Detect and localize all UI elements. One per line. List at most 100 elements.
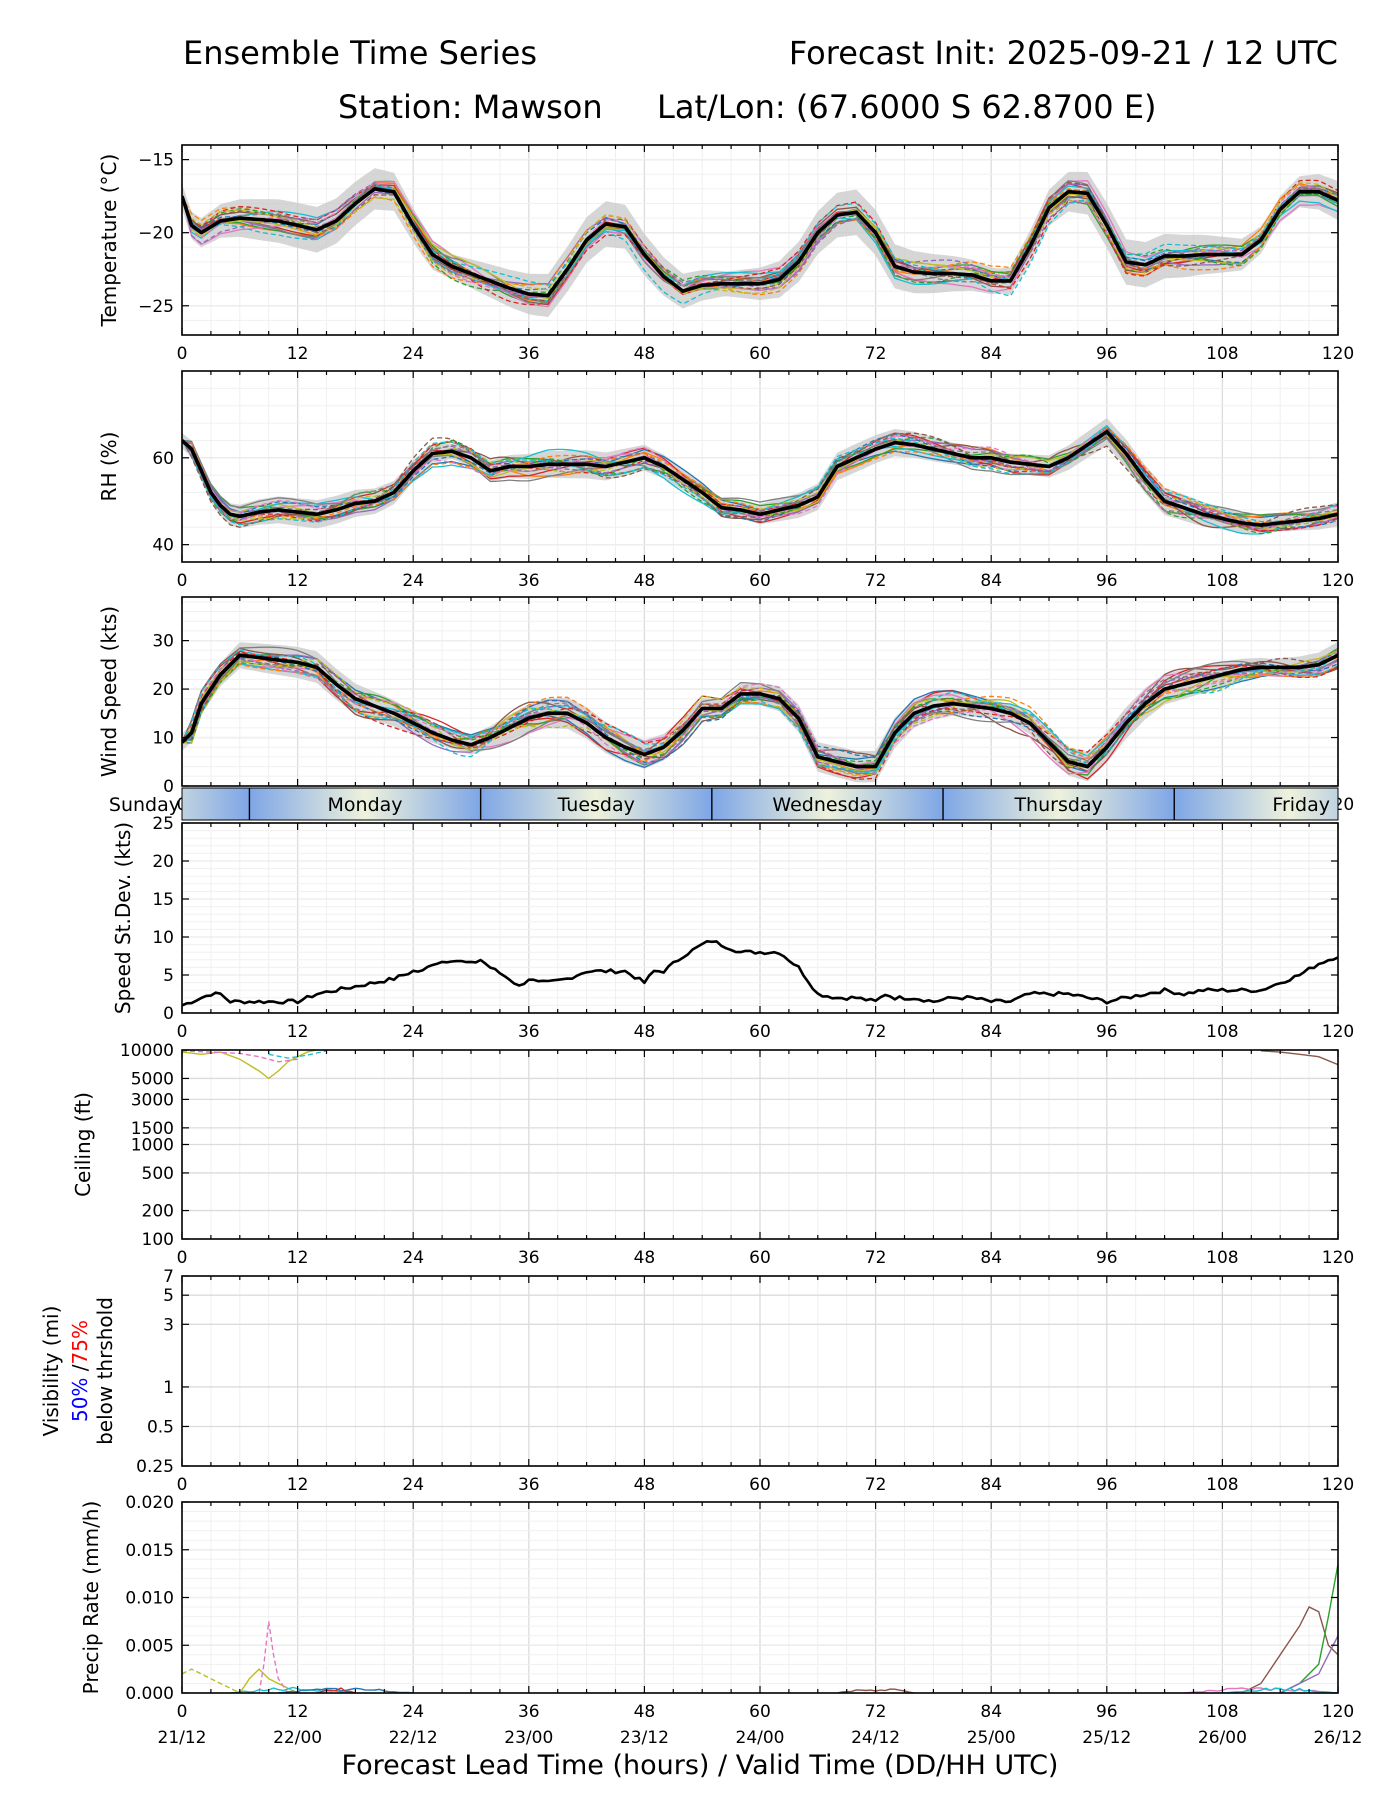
y-tick-label: 10: [152, 729, 174, 749]
day-label: Thursday: [1013, 794, 1102, 816]
vis-50-label: 50%: [68, 1378, 92, 1422]
x-tick-label: 120: [1322, 1475, 1354, 1495]
x-tick-label: 36: [518, 1702, 540, 1722]
precip-member-line: [1241, 1606, 1338, 1693]
x-tick-label: 72: [865, 1248, 887, 1268]
x-tick-label: 48: [634, 1475, 656, 1495]
ensemble-member-line: [182, 651, 1338, 766]
y-tick-label: 40: [152, 536, 174, 556]
ceiling-member-line: [182, 1050, 318, 1080]
y-axis-label: Ceiling (ft): [71, 1092, 95, 1197]
x-tick-label: 48: [634, 1248, 656, 1268]
panel-speed-stdev: 0 12 24 36 48 60 72 84 96 108 120 0 5 10 15 20 25 Speed S…: [111, 814, 1354, 1042]
x-tick-label: 96: [1096, 1022, 1118, 1042]
x-tick-label: 120: [1322, 1022, 1354, 1042]
day-strip: Sunday Monday Tuesday Wednesday Thursday Frid…: [109, 787, 1339, 821]
ensemble-member-line: [182, 182, 1338, 297]
y-tick-label: 1500: [131, 1119, 174, 1139]
day-segment: [480, 788, 712, 820]
day-label: Monday: [328, 794, 403, 816]
x-tick-label: 24: [402, 344, 424, 364]
forecast-init: Forecast Init: 2025-09-21 / 12 UTC: [788, 34, 1338, 72]
x-tick-label: 24: [402, 571, 424, 591]
ensemble-member-line: [182, 181, 1338, 302]
series-wind: [182, 641, 1338, 783]
x-tick-label: 72: [865, 1475, 887, 1495]
x-tick-label: 72: [865, 1022, 887, 1042]
day-segments: [182, 788, 1338, 820]
y-tick-label: 1: [163, 1378, 174, 1398]
y-tick-label: −20: [138, 224, 174, 244]
ceiling-member-line: [268, 1050, 327, 1059]
x-tick-label: 84: [980, 571, 1002, 591]
y-tick-label: 0.25: [136, 1457, 174, 1477]
y-tick-label: 200: [142, 1202, 174, 1222]
y-axis-label: Temperature (°C): [97, 154, 121, 328]
ceiling-member-line: [1260, 1050, 1338, 1066]
y-axis-label: Wind Speed (kts): [97, 606, 121, 777]
x-tick-label: 12: [287, 1022, 309, 1042]
x-tick-label: 120: [1322, 571, 1354, 591]
x-tick-label: 48: [634, 344, 656, 364]
day-segment: [182, 788, 250, 820]
x-tick-label: 84: [980, 1022, 1002, 1042]
station-name: Station: Mawson: [338, 88, 603, 126]
y-axis-label: Visibility (mi): [39, 1306, 63, 1437]
ensemble-member-line: [182, 426, 1338, 532]
day-segment: [1174, 788, 1338, 820]
y-tick-label: −15: [138, 151, 174, 171]
y-tick-label: 10000: [120, 1041, 174, 1061]
y-tick-label: 0.5: [147, 1417, 174, 1437]
ensemble-member-line: [182, 429, 1338, 532]
day-segment: [943, 788, 1175, 820]
station-latlon: Lat/Lon: (67.6000 S 62.8700 E): [657, 88, 1157, 126]
ensemble-member-line: [182, 179, 1338, 306]
x-tick-label: 36: [518, 1022, 540, 1042]
valid-time-label: 23/12: [620, 1728, 669, 1748]
y-tick-label: 5: [163, 966, 174, 986]
panel-rh: 0 12 24 36 48 60 72 84 96 108 120 40 60 RH (%): [97, 370, 1354, 591]
panel-ceiling: 0 12 24 36 48 60 72 84 96 108 120 100 200 500 10001500…: [71, 1041, 1354, 1268]
ensemble-member-line: [182, 651, 1338, 767]
valid-time-label: 23/00: [504, 1728, 553, 1748]
x-tick-label: 36: [518, 571, 540, 591]
x-tick-label: 96: [1096, 1702, 1118, 1722]
x-tick-label: 12: [287, 571, 309, 591]
x-tick-label: 72: [865, 1702, 887, 1722]
x-tick-label: 36: [518, 344, 540, 364]
x-tick-label: 84: [980, 344, 1002, 364]
x-tick-label: 0: [177, 1022, 188, 1042]
x-tick-label: 60: [749, 1475, 771, 1495]
y-tick-label: 500: [142, 1164, 174, 1184]
y-axis-label: Speed St.Dev. (kts): [111, 822, 135, 1014]
ensemble-mean-line: [182, 187, 1338, 298]
ensemble-member-line: [182, 651, 1338, 780]
x-tick-label: 0: [177, 1702, 188, 1722]
precip-member-line: [258, 1621, 289, 1693]
valid-time-label: 24/12: [851, 1728, 900, 1748]
ensemble-member-line: [182, 180, 1338, 308]
x-tick-label: 24: [402, 1475, 424, 1495]
panel-visibility: 0 12 24 36 48 60 72 84 96 108 120 0.25 0.5 1 3 57 Visibi…: [39, 1267, 1354, 1495]
y-tick-label: −25: [138, 297, 174, 317]
y-axis-label: Precip Rate (mm/h): [79, 1501, 103, 1695]
y-tick-label: 15: [152, 890, 174, 910]
valid-time-label: 25/12: [1082, 1728, 1131, 1748]
x-tick-label: 120: [1322, 344, 1354, 364]
day-label: Sunday: [109, 794, 180, 816]
x-tick-label: 108: [1206, 1702, 1238, 1722]
ensemble-member-line: [182, 188, 1338, 296]
y-axis-label: RH (%): [97, 432, 121, 502]
x-tick-label: 96: [1096, 1475, 1118, 1495]
y-tick-label: 0.015: [125, 1541, 174, 1561]
x-tick-label: 0: [177, 571, 188, 591]
y-tick-label: 30: [152, 632, 174, 652]
y-tick-label: 20: [152, 852, 174, 872]
y-tick-label: 5000: [131, 1069, 174, 1089]
x-tick-label: 60: [749, 1702, 771, 1722]
y-tick-label: 5: [163, 1286, 174, 1306]
x-tick-label: 0: [177, 1475, 188, 1495]
x-tick-label: 60: [749, 344, 771, 364]
x-tick-label: 96: [1096, 571, 1118, 591]
